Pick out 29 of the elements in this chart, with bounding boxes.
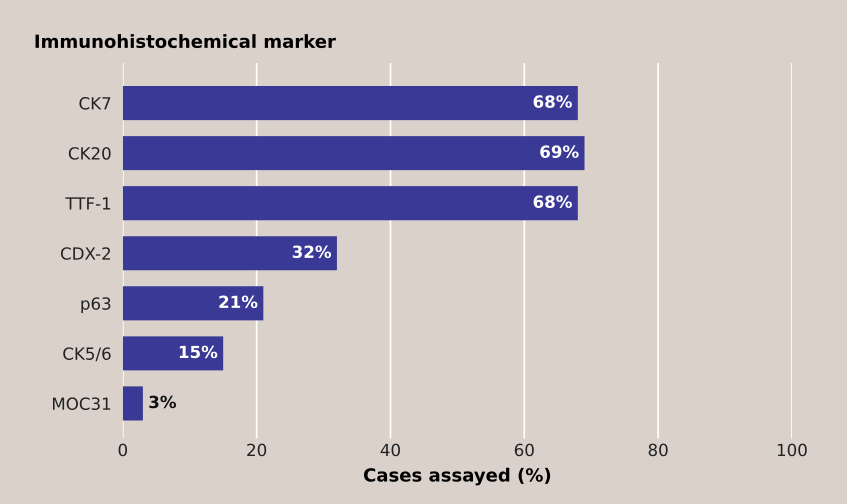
y-tick-label: TTF-1 (65, 197, 110, 210)
data-label: 69% (540, 145, 579, 158)
bar (122, 236, 337, 270)
x-tick-label: 60 (514, 444, 534, 456)
bar (122, 286, 264, 320)
x-tick-label: 40 (380, 444, 400, 456)
y-tick-label: p63 (81, 297, 110, 314)
bar (122, 336, 224, 370)
y-tick-label: MOC31 (52, 397, 110, 410)
y-tick-label: CK20 (68, 147, 111, 160)
data-label: 68% (534, 95, 572, 108)
data-label: 32% (292, 245, 332, 258)
data-label: 21% (219, 296, 258, 308)
y-tick-label: CDX-2 (60, 247, 110, 260)
data-label: 3% (149, 396, 176, 408)
y-tick-label: CK7 (79, 97, 110, 110)
x-tick-label: 100 (778, 444, 807, 456)
x-tick-label: 0 (118, 444, 128, 456)
bar (122, 136, 585, 170)
chart-title: Immunohistochemical marker (36, 34, 336, 48)
data-label: 15% (180, 346, 218, 358)
x-tick-label: 80 (648, 444, 668, 456)
bar (122, 186, 578, 220)
x-axis-title: Cases assayed (%) (364, 468, 550, 486)
bar (122, 386, 143, 420)
data-label: 68% (534, 195, 572, 208)
bar (122, 86, 578, 120)
x-tick-label: 20 (247, 444, 266, 456)
y-tick-label: CK5/6 (63, 347, 111, 362)
